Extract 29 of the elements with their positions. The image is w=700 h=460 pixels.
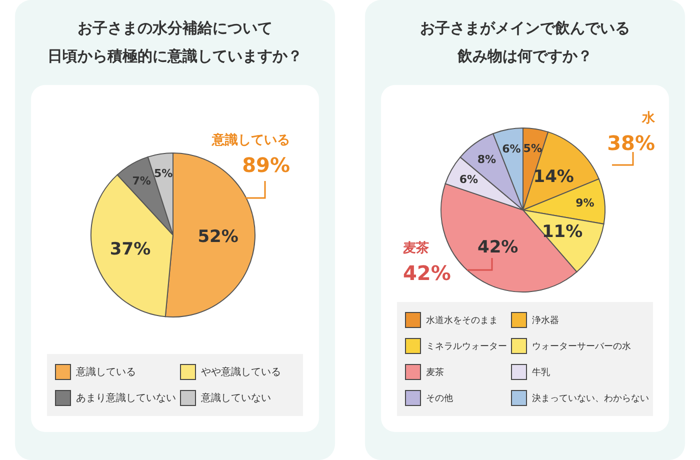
legend-label: その他 — [426, 392, 453, 404]
data-label: 11% — [542, 222, 583, 242]
text: 麦茶 42% — [403, 240, 451, 285]
data-label: 5% — [523, 142, 542, 155]
data-label: 8% — [477, 152, 496, 166]
legend-label: 麦茶 — [426, 366, 444, 378]
legend-label: 意識していない — [201, 392, 271, 405]
data-label: 52% — [198, 227, 238, 248]
legend-label: 決まっていない、わからない — [532, 392, 649, 404]
data-label: 37% — [110, 239, 151, 260]
legend-label: 浄水器 — [532, 314, 559, 326]
legend-label: 牛乳 — [532, 366, 550, 378]
data-label: 6% — [459, 172, 478, 186]
chart-title: お子さまの水分補給について日頃から積極的に意識していますか？ — [48, 19, 302, 65]
legend-label: ウォーターサーバーの水 — [532, 340, 631, 352]
chart-title: お子さまがメインで飲んでいる飲み物は何ですか？ — [420, 19, 630, 65]
text: 水 38% — [607, 110, 655, 155]
legend-label: あまり意識していない — [76, 392, 176, 405]
data-label: 5% — [154, 166, 173, 180]
text: 意識している 89% — [212, 132, 290, 177]
legend-label: 水道水をそのまま — [426, 314, 498, 326]
data-label: 7% — [132, 174, 151, 188]
legend-label: 意識している — [76, 366, 136, 379]
legend-label: ミネラルウォーター — [426, 340, 507, 352]
data-label: 9% — [576, 196, 594, 210]
data-label: 42% — [478, 237, 518, 258]
data-label: 6% — [502, 142, 521, 156]
data-label: 14% — [533, 166, 574, 187]
legend-label: やや意識している — [201, 366, 281, 379]
